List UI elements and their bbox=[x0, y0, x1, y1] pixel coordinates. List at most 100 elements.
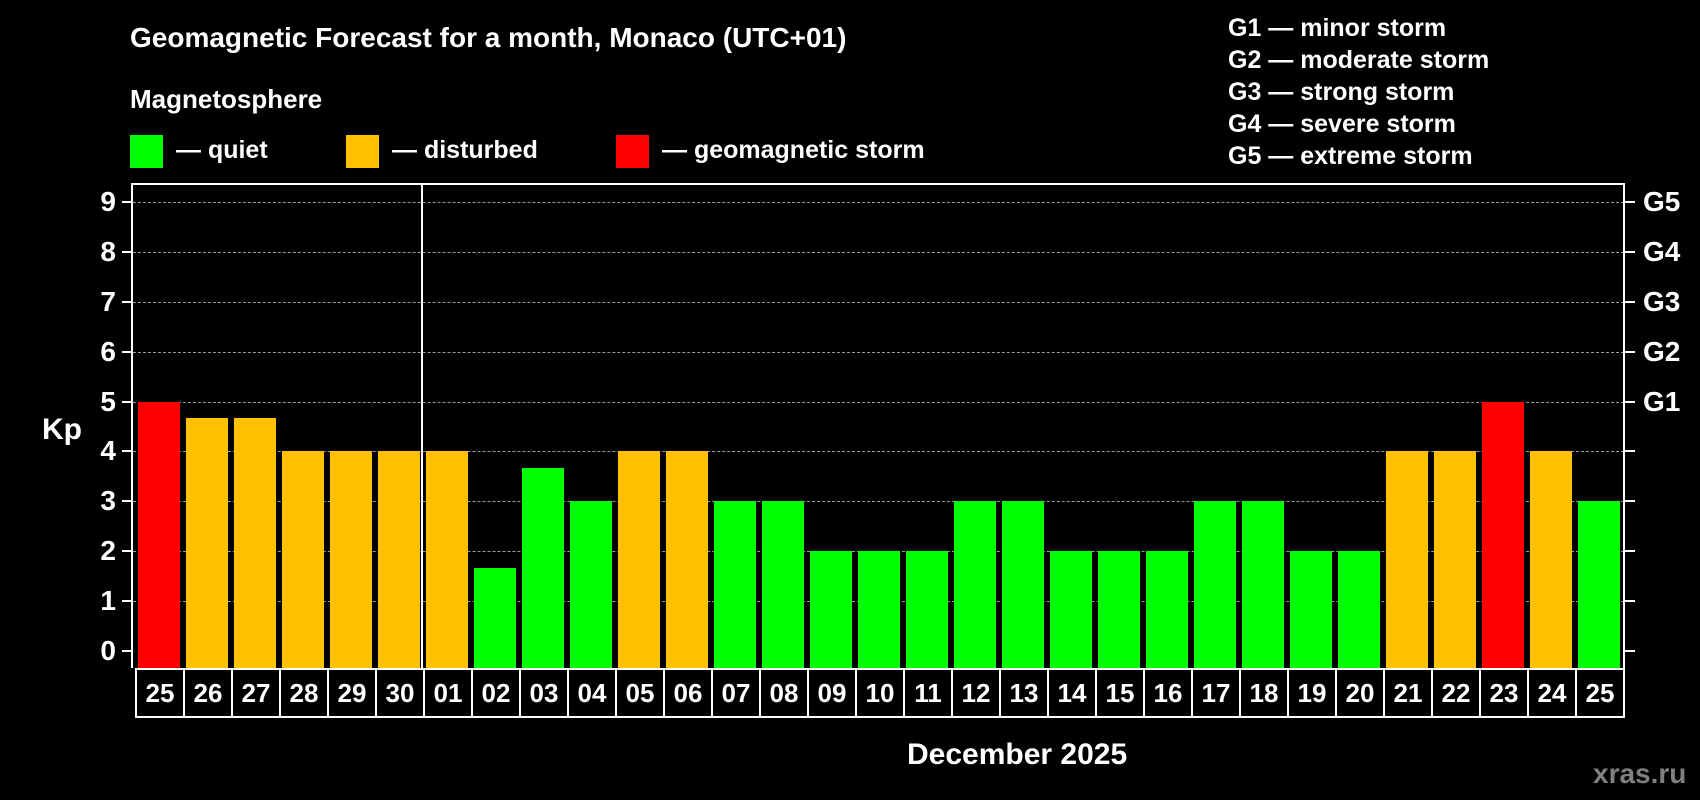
y-tick-label: 1 bbox=[100, 585, 116, 617]
bar-storm bbox=[138, 401, 180, 668]
x-tick-label: 16 bbox=[1145, 670, 1193, 716]
x-tick-label: 15 bbox=[1097, 670, 1145, 716]
x-tick-label: 30 bbox=[377, 670, 425, 716]
bars bbox=[135, 183, 1623, 668]
bar-disturbed bbox=[1530, 451, 1572, 668]
x-tick-label: 24 bbox=[1529, 670, 1577, 716]
gridline bbox=[133, 401, 1624, 403]
x-tick-label: 03 bbox=[521, 670, 569, 716]
g-scale-label: G3 bbox=[1643, 285, 1681, 317]
y-tick-label: 4 bbox=[100, 435, 116, 467]
right-tick bbox=[1625, 250, 1635, 253]
bar-quiet bbox=[1098, 551, 1140, 668]
x-tick-label: 08 bbox=[761, 670, 809, 716]
right-tick bbox=[1625, 300, 1635, 303]
y-tick bbox=[122, 450, 131, 453]
y-tick bbox=[122, 250, 131, 253]
x-tick-label: 20 bbox=[1337, 670, 1385, 716]
x-tick-label: 11 bbox=[905, 670, 953, 716]
x-tick-label: 13 bbox=[1001, 670, 1049, 716]
y-tick bbox=[122, 350, 131, 353]
x-tick-label: 25 bbox=[1577, 670, 1625, 716]
gridline bbox=[133, 201, 1624, 203]
x-tick-label: 17 bbox=[1193, 670, 1241, 716]
x-tick-label: 10 bbox=[857, 670, 905, 716]
y-tick-label: 8 bbox=[100, 235, 116, 267]
x-tick-label: 28 bbox=[281, 670, 329, 716]
bar-quiet bbox=[474, 567, 516, 668]
bar-disturbed bbox=[618, 451, 660, 668]
bar-disturbed bbox=[1386, 451, 1428, 668]
bar-quiet bbox=[1050, 551, 1092, 668]
bar-quiet bbox=[1002, 501, 1044, 668]
x-tick-label: 07 bbox=[713, 670, 761, 716]
y-tick-label: 7 bbox=[100, 285, 116, 317]
y-tick-label: 3 bbox=[100, 485, 116, 517]
x-tick-label: 14 bbox=[1049, 670, 1097, 716]
legend-heading: Magnetosphere bbox=[130, 84, 323, 114]
bar-quiet bbox=[906, 551, 948, 668]
gridline bbox=[133, 501, 1624, 503]
legend-swatch-disturbed bbox=[346, 135, 379, 168]
g-scale-label: G5 bbox=[1643, 185, 1681, 217]
x-tick-label: 19 bbox=[1289, 670, 1337, 716]
x-tick-label: 06 bbox=[665, 670, 713, 716]
bar-disturbed bbox=[234, 417, 276, 668]
bar-quiet bbox=[1290, 551, 1332, 668]
x-tick-label: 18 bbox=[1241, 670, 1289, 716]
x-tick-label: 09 bbox=[809, 670, 857, 716]
y-tick bbox=[122, 200, 131, 203]
y-axis-label: Kp bbox=[42, 413, 82, 446]
y-tick-label: 0 bbox=[100, 635, 116, 666]
bar-disturbed bbox=[186, 417, 228, 668]
right-tick bbox=[1625, 200, 1635, 203]
plot-frame bbox=[131, 183, 1625, 668]
bar-quiet bbox=[858, 551, 900, 668]
x-tick-label: 25 bbox=[137, 670, 185, 716]
x-tick-label: 26 bbox=[185, 670, 233, 716]
y-tick bbox=[122, 650, 131, 652]
legend-label-storm: — geomagnetic storm bbox=[662, 136, 925, 164]
right-tick bbox=[1625, 450, 1635, 453]
g-scale-label: G4 bbox=[1643, 235, 1681, 267]
y-tick bbox=[122, 600, 131, 603]
bar-disturbed bbox=[378, 451, 420, 668]
bar-quiet bbox=[1578, 501, 1620, 668]
storm-scale-g3: G3 — strong storm bbox=[1228, 78, 1455, 106]
legend-swatch-quiet bbox=[130, 135, 163, 168]
x-tick-label: 02 bbox=[473, 670, 521, 716]
bar-quiet bbox=[954, 501, 996, 668]
bar-quiet bbox=[1242, 501, 1284, 668]
x-tick-label: 12 bbox=[953, 670, 1001, 716]
bar-disturbed bbox=[330, 451, 372, 668]
bar-storm bbox=[1482, 401, 1524, 668]
bar-quiet bbox=[1194, 501, 1236, 668]
y-tick bbox=[122, 550, 131, 553]
bar-quiet bbox=[714, 501, 756, 668]
legend-label-disturbed: — disturbed bbox=[392, 136, 538, 164]
right-tick bbox=[1625, 400, 1635, 403]
legend-label-quiet: — quiet bbox=[176, 136, 268, 164]
bar-disturbed bbox=[1434, 451, 1476, 668]
gridline bbox=[133, 251, 1624, 253]
bar-disturbed bbox=[282, 451, 324, 668]
g-scale-label: G2 bbox=[1643, 335, 1681, 367]
gridline bbox=[133, 351, 1624, 353]
bar-quiet bbox=[1338, 551, 1380, 668]
y-tick-label: 6 bbox=[100, 335, 116, 367]
y-tick bbox=[122, 300, 131, 303]
storm-scale-g1: G1 — minor storm bbox=[1228, 14, 1447, 42]
bar-quiet bbox=[762, 501, 804, 668]
gridline bbox=[133, 451, 1624, 453]
right-tick bbox=[1625, 550, 1635, 553]
x-axis-labels: 25 26 27 28 29 30 01 02 03 04 05 06 07 08 09 10 11 12 13 14… bbox=[135, 668, 1625, 718]
g-scale-label: G1 bbox=[1643, 385, 1681, 417]
month-divider bbox=[421, 183, 423, 668]
x-tick-label: 22 bbox=[1433, 670, 1481, 716]
y-tick-label: 9 bbox=[100, 185, 116, 217]
bar-quiet bbox=[1146, 551, 1188, 668]
bar-disturbed bbox=[426, 451, 468, 668]
x-tick-label: 27 bbox=[233, 670, 281, 716]
bar-quiet bbox=[570, 501, 612, 668]
x-tick-label: 01 bbox=[425, 670, 473, 716]
